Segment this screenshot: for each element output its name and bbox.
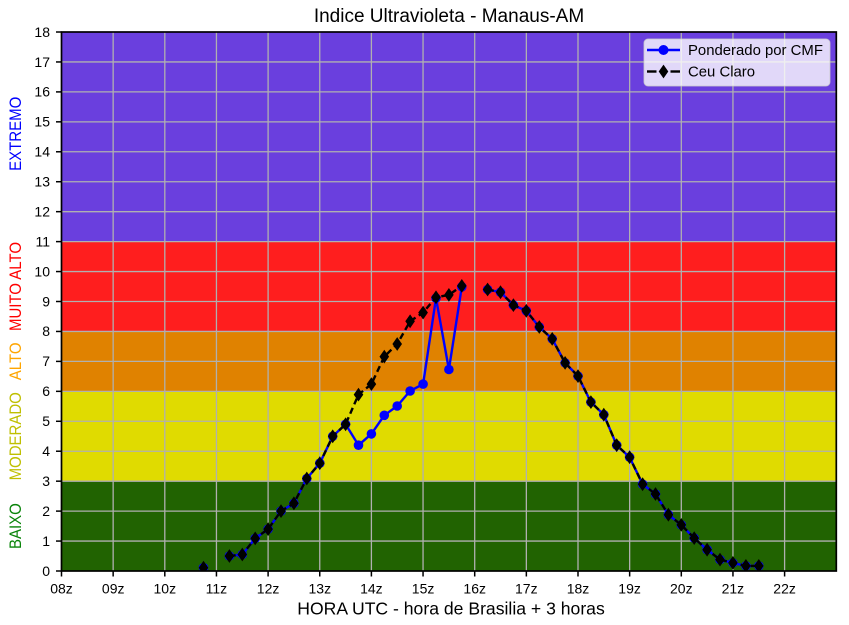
svg-text:16z: 16z — [463, 581, 486, 597]
svg-text:MODERADO: MODERADO — [7, 392, 25, 480]
svg-text:7: 7 — [42, 353, 50, 369]
svg-text:6: 6 — [42, 383, 50, 399]
svg-text:8: 8 — [42, 323, 50, 339]
svg-text:17z: 17z — [515, 581, 538, 597]
svg-text:18: 18 — [34, 24, 50, 40]
svg-text:MUITO ALTO: MUITO ALTO — [7, 242, 25, 331]
svg-text:Ceu Claro: Ceu Claro — [688, 65, 755, 81]
svg-text:5: 5 — [42, 413, 50, 429]
svg-text:11z: 11z — [206, 581, 228, 597]
svg-text:0: 0 — [42, 563, 50, 579]
svg-text:14: 14 — [34, 144, 50, 160]
svg-text:17: 17 — [34, 54, 50, 70]
svg-text:1: 1 — [42, 533, 50, 549]
svg-text:10: 10 — [34, 263, 50, 279]
svg-text:Indice Ultravioleta - Manaus-A: Indice Ultravioleta - Manaus-AM — [314, 6, 584, 27]
svg-text:9: 9 — [42, 293, 50, 309]
svg-text:22z: 22z — [773, 581, 796, 597]
svg-text:13: 13 — [34, 174, 50, 190]
svg-text:2: 2 — [42, 503, 50, 519]
svg-text:Ponderado por CMF: Ponderado por CMF — [688, 43, 823, 59]
svg-text:18z: 18z — [567, 581, 590, 597]
svg-text:15z: 15z — [412, 581, 435, 597]
svg-text:BAIXO: BAIXO — [7, 503, 25, 549]
svg-text:21z: 21z — [722, 581, 745, 597]
svg-text:08z: 08z — [50, 581, 73, 597]
svg-text:20z: 20z — [670, 581, 693, 597]
svg-text:3: 3 — [42, 473, 50, 489]
svg-text:12z: 12z — [257, 581, 280, 597]
svg-text:09z: 09z — [102, 581, 125, 597]
svg-text:12: 12 — [34, 204, 50, 220]
svg-text:10z: 10z — [154, 581, 177, 597]
svg-text:13z: 13z — [309, 581, 332, 597]
svg-text:15: 15 — [34, 114, 50, 130]
svg-text:16: 16 — [34, 84, 50, 100]
svg-text:ALTO: ALTO — [7, 343, 25, 381]
svg-text:14z: 14z — [360, 581, 383, 597]
svg-text:19z: 19z — [618, 581, 641, 597]
svg-text:EXTREMO: EXTREMO — [7, 97, 25, 171]
svg-text:HORA UTC - hora de Brasilia +: HORA UTC - hora de Brasilia + 3 horas — [297, 599, 605, 619]
svg-text:11: 11 — [35, 233, 50, 249]
svg-text:4: 4 — [42, 443, 50, 459]
